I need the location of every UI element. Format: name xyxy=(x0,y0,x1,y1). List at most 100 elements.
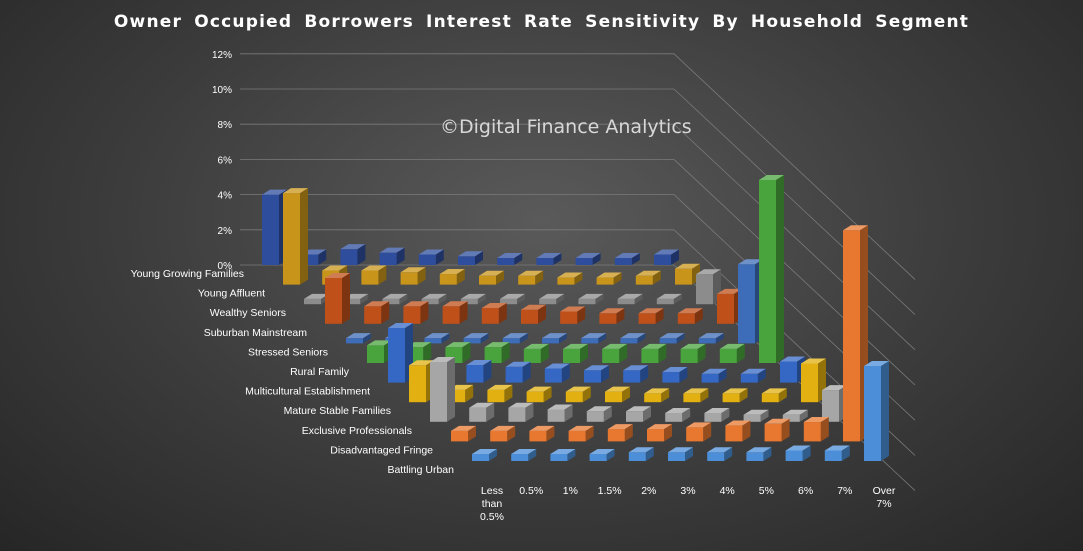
bar xyxy=(635,270,661,285)
bar xyxy=(560,306,586,324)
side-gridline xyxy=(673,123,916,351)
bar xyxy=(656,293,682,305)
bar xyxy=(544,363,570,383)
y-tick-label: 10% xyxy=(212,85,232,96)
series-label: Young Growing Families xyxy=(131,268,244,280)
bar xyxy=(759,174,784,363)
bar xyxy=(472,448,497,461)
bar xyxy=(529,425,555,442)
category-label: Over 7% xyxy=(873,485,896,510)
bar xyxy=(469,402,495,422)
series-label: Suburban Mainstream xyxy=(204,327,308,339)
bar xyxy=(502,333,528,344)
bar xyxy=(675,263,700,285)
category-label: 5% xyxy=(759,485,774,497)
bar xyxy=(421,293,447,305)
bar xyxy=(746,447,772,461)
bar xyxy=(575,252,601,265)
bars xyxy=(262,174,889,461)
category-label: 7% xyxy=(837,485,852,497)
bar xyxy=(542,333,567,344)
bar xyxy=(698,333,724,344)
series-label: Disadvantaged Fringe xyxy=(330,444,433,456)
bar xyxy=(518,270,544,285)
bar xyxy=(725,420,751,442)
bar xyxy=(526,386,552,403)
bar xyxy=(824,445,850,461)
category-label: 6% xyxy=(798,485,813,497)
bar xyxy=(463,333,489,344)
series-label: Multicultural Establishment xyxy=(245,386,370,398)
bar xyxy=(578,293,604,305)
category-label: 0.5% xyxy=(519,485,543,497)
bar xyxy=(586,406,612,422)
bar xyxy=(628,447,654,461)
bar xyxy=(743,409,769,422)
y-tick-label: 2% xyxy=(218,226,233,237)
watermark-text: ©Digital Finance Analytics xyxy=(440,116,692,138)
bar xyxy=(439,269,465,285)
bar xyxy=(665,408,691,422)
bar xyxy=(683,388,709,403)
series-labels: Young Growing Families Young Affluent Weal… xyxy=(131,268,455,476)
bar xyxy=(623,365,649,383)
bar xyxy=(424,333,450,344)
bar xyxy=(704,408,730,422)
bar xyxy=(803,417,829,442)
y-tick-label: 8% xyxy=(218,120,233,131)
series-label: Wealthy Seniors xyxy=(210,307,286,319)
bar xyxy=(707,447,733,461)
bar xyxy=(638,308,664,324)
bar xyxy=(654,249,679,265)
chart-title: Owner Occupied Borrowers Interest Rate S… xyxy=(113,12,970,32)
category-label: 4% xyxy=(720,485,735,497)
bar xyxy=(589,448,615,461)
bar xyxy=(442,301,468,324)
bar xyxy=(505,361,531,383)
bar xyxy=(686,422,712,442)
bar xyxy=(605,386,630,403)
bar xyxy=(620,333,646,344)
category-label: Less than 0.5% xyxy=(480,485,504,523)
bar xyxy=(641,343,667,363)
bar xyxy=(283,188,308,285)
category-label: 1.5% xyxy=(598,485,622,497)
bar xyxy=(565,386,591,403)
series-label: Young Affluent xyxy=(198,288,265,300)
bar xyxy=(382,293,408,305)
bar xyxy=(521,304,546,324)
series-label: Stressed Seniors xyxy=(248,346,328,358)
bar xyxy=(523,343,549,363)
bar xyxy=(581,333,607,344)
bar xyxy=(722,388,748,403)
bar xyxy=(680,343,706,363)
bar xyxy=(662,367,688,383)
bar xyxy=(864,360,889,461)
bar xyxy=(340,244,366,265)
bar xyxy=(458,251,483,265)
bar xyxy=(460,293,486,305)
bar xyxy=(596,272,622,285)
bar xyxy=(677,308,703,324)
bar xyxy=(740,368,766,383)
bar xyxy=(479,270,504,285)
bar xyxy=(557,272,583,285)
bar xyxy=(785,445,811,461)
bar xyxy=(626,406,651,422)
bar xyxy=(403,301,429,324)
category-labels: Less than 0.5% 0.5% 1% 1.5% 2% 3% 4% 5% 6% 7% Over 7% xyxy=(480,485,896,523)
bar xyxy=(418,249,444,265)
bar xyxy=(508,402,534,422)
bar xyxy=(668,447,693,461)
bar xyxy=(607,424,633,442)
bar xyxy=(379,247,405,265)
bar xyxy=(719,343,745,363)
bar xyxy=(761,388,787,403)
bar xyxy=(430,356,455,422)
series-label: Mature Stable Families xyxy=(284,405,391,417)
bar xyxy=(563,343,588,363)
bar xyxy=(490,425,516,442)
bar xyxy=(487,384,513,403)
bar xyxy=(550,448,576,461)
category-label: 1% xyxy=(563,485,578,497)
